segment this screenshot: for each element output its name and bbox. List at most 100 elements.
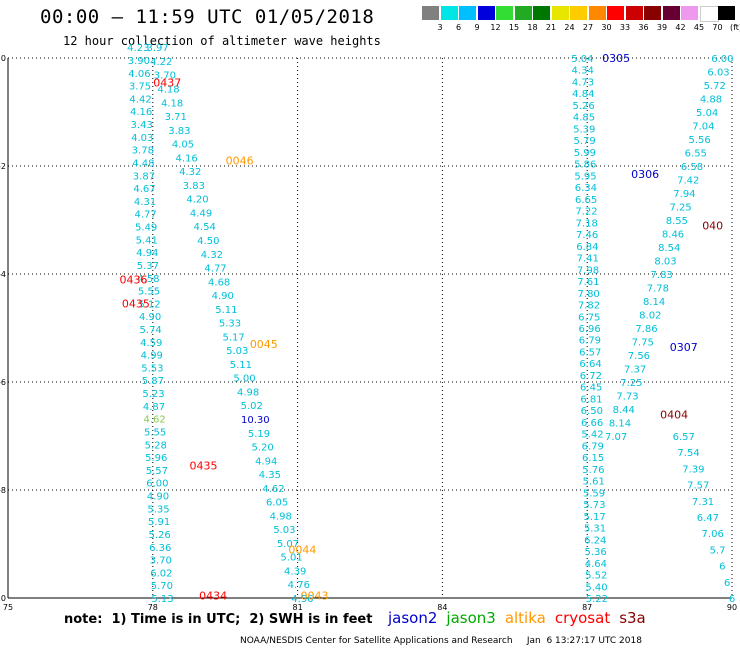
wave-height-value: 8.44 [613, 405, 635, 416]
wave-height-value: 7.73 [616, 392, 638, 403]
wave-height-value: 4.98 [270, 511, 292, 522]
wave-height-value: 3.78 [132, 146, 154, 157]
wave-height-value: 7.61 [577, 277, 599, 288]
color-scale-swatch [533, 6, 550, 20]
color-scale-swatch [477, 6, 495, 20]
wave-height-value: 3.90 [128, 56, 150, 67]
wave-height-value: 5.57 [146, 466, 168, 477]
wave-height-value: 4.31 [134, 197, 156, 208]
pass-time-label: 0044 [288, 543, 316, 556]
wave-height-value: 7.54 [677, 448, 699, 459]
wave-height-value: 8.03 [654, 257, 676, 268]
color-scale-swatch [607, 6, 624, 20]
wave-height-value: 5.17 [584, 512, 606, 523]
wave-height-value: 5.79 [573, 136, 595, 147]
color-scale-swatch [440, 6, 458, 20]
wave-height-value: 5.73 [583, 500, 605, 511]
color-scale-swatch [459, 6, 476, 20]
wave-height-value: 4.85 [573, 113, 595, 124]
page-title: 00:00 – 11:59 UTC 01/05/2018 [40, 6, 375, 28]
pass-time-label: 040 [702, 219, 723, 232]
wave-height-value: 5.11 [230, 360, 252, 371]
wave-height-value: 4.59 [140, 338, 162, 349]
pass-time-label: 0307 [670, 341, 698, 354]
wave-height-value: 6.34 [575, 183, 597, 194]
y-tick-label: -10 [0, 594, 6, 603]
pass-time-label: 0435 [122, 298, 150, 311]
wave-height-value: 6.00 [711, 54, 733, 65]
wave-height-value: 4.50 [197, 236, 219, 247]
wave-height-value: 4.77 [134, 210, 156, 221]
pass-time-label: 0046 [226, 155, 254, 168]
wave-height-value: 6.55 [685, 149, 707, 160]
wave-height-value: 3.75 [129, 82, 151, 93]
color-scale-label: 24 [564, 23, 575, 32]
wave-height-value: 3.70 [150, 556, 172, 567]
color-scale-swatch [422, 6, 439, 20]
legend-item-altika: altika [504, 609, 546, 627]
wave-height-value: 7.56 [628, 351, 650, 362]
color-scale-label: 33 [619, 23, 631, 32]
wave-height-value: 7.22 [575, 207, 597, 218]
wave-height-value: 5.11 [215, 305, 237, 316]
wave-height-value: 4.56 [291, 594, 313, 605]
wave-height-value: 4.49 [190, 208, 212, 219]
wave-height-value: 4.87 [143, 402, 165, 413]
wave-height-value: 5.74 [140, 325, 162, 336]
wave-height-value: 4.20 [186, 195, 208, 206]
wave-height-value: 4.16 [130, 107, 152, 118]
wave-height-value: 6.84 [576, 242, 598, 253]
color-scale-label: (ft) [729, 23, 740, 32]
wave-height-value: 6.96 [578, 324, 600, 335]
wave-height-value: 5.53 [141, 363, 163, 374]
wave-height-value: 4.88 [700, 95, 722, 106]
wave-height-value: 6.00 [146, 479, 168, 490]
wave-height-value: 4.76 [288, 580, 310, 591]
wave-height-value: 6 [719, 562, 725, 573]
wave-height-value: 3.87 [133, 171, 155, 182]
wave-height-value: 5.91 [148, 517, 170, 528]
color-scale-label: 18 [527, 23, 538, 32]
y-tick-label: -2 [0, 162, 6, 171]
wave-height-value: 4.35 [259, 470, 281, 481]
wave-height-value: 5.72 [704, 81, 726, 92]
wave-height-value: 4.90 [212, 291, 234, 302]
wave-height-value: 4.84 [572, 89, 594, 100]
wave-height-value: 5.39 [573, 124, 595, 135]
wave-height-value: 4.67 [133, 184, 155, 195]
wave-height-value: 5.07 [277, 539, 299, 550]
wave-height-value: 8.14 [609, 419, 631, 430]
x-tick-label: 78 [148, 603, 158, 612]
wave-height-value: 5.86 [574, 160, 596, 171]
color-scale-swatch [662, 6, 680, 20]
wave-height-value: 7.80 [578, 289, 600, 300]
wave-height-value: 6.50 [581, 406, 603, 417]
color-scale-label: 6 [455, 23, 462, 32]
wave-height-value: 7.82 [578, 301, 600, 312]
wave-height-value: 5.04 [571, 54, 593, 65]
wave-height-value: 4.98 [237, 387, 259, 398]
wave-height-value: 4.90 [147, 492, 169, 503]
wave-height-value: 4.34 [572, 66, 594, 77]
color-scale-label: 27 [582, 23, 594, 32]
wave-height-value: 7.98 [577, 265, 599, 276]
wave-height-value: 5.37 [137, 261, 159, 272]
wave-height-value: 4.32 [179, 167, 201, 178]
wave-height-value: 5.55 [144, 427, 166, 438]
wave-height-value: 4.54 [194, 222, 216, 233]
wave-height-value: 5.41 [136, 235, 158, 246]
color-scale-label: 15 [508, 23, 520, 32]
color-scale-label: 12 [490, 23, 501, 32]
chart-pass-times: 0437 0046 0436 0435 0045 0435 0044 0434 0043 0305… [119, 52, 723, 602]
wave-height-value: 7.46 [576, 230, 598, 241]
wave-height-value: 5.28 [145, 440, 167, 451]
color-scale-swatch [644, 6, 661, 20]
wave-height-value: 5.95 [574, 171, 596, 182]
pass-time-label: 0045 [250, 338, 278, 351]
wave-height-value: 4.64 [585, 559, 607, 570]
wave-height-value: 4.62 [143, 415, 165, 426]
wave-height-value: 4.03 [131, 133, 153, 144]
wave-height-value: 8.46 [662, 230, 684, 241]
wave-height-value: 5.12 [138, 299, 160, 310]
wave-height-value: 4.48 [132, 158, 154, 169]
